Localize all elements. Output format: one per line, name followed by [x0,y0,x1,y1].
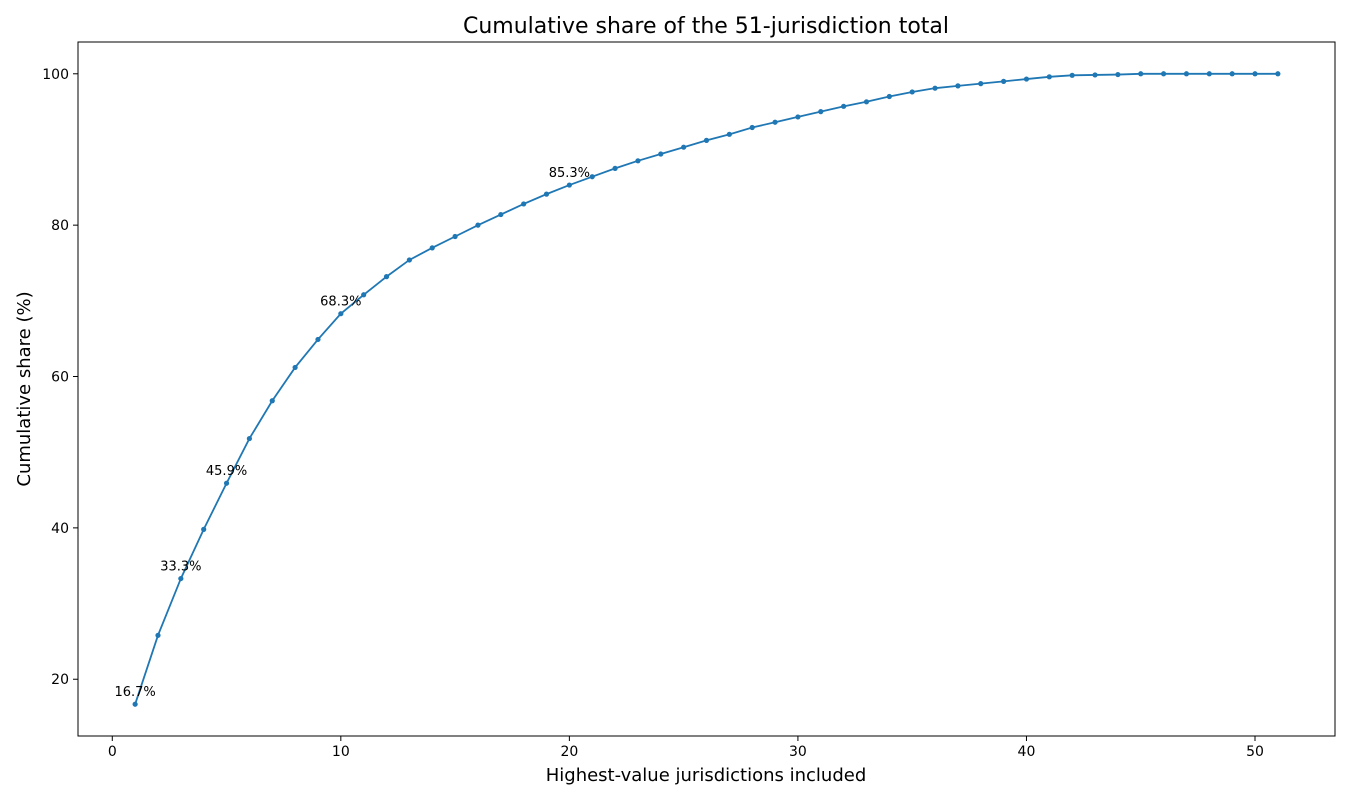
data-point [429,245,435,251]
data-point [932,85,938,91]
x-tick-label: 0 [108,744,117,760]
data-point [132,701,138,707]
data-point [406,257,412,263]
data-point [955,83,961,89]
plot-frame [77,41,1336,737]
data-point [1206,71,1212,77]
data-label: 16.7% [114,685,155,700]
data-point [475,222,481,228]
data-point [909,89,915,95]
data-point [361,292,367,298]
data-point [1115,71,1121,78]
data-point [818,109,824,115]
data-point [269,398,275,404]
y-tick-label: 100 [42,67,69,83]
x-tick-label: 40 [1018,744,1036,760]
data-point [155,632,161,638]
data-point [1252,71,1258,77]
data-point [1183,71,1190,77]
data-point [1023,76,1030,82]
y-tick-label: 60 [51,370,69,386]
data-label: 68.3% [320,295,361,310]
y-tick-label: 20 [51,672,69,688]
data-point [1092,72,1098,78]
data-point [292,364,298,371]
data-point [886,93,892,100]
data-point [452,233,458,240]
data-point [658,151,664,157]
data-label: 85.3% [549,166,590,181]
x-tick-label: 10 [332,744,350,760]
data-point [1069,72,1075,78]
data-point [543,191,550,197]
data-label: 45.9% [206,464,247,479]
data-point [1160,71,1167,77]
data-point [521,201,527,207]
data-point [795,114,801,120]
data-point [178,575,184,582]
data-point [498,211,504,218]
data-point [1138,71,1144,77]
data-point [841,103,847,109]
data-point [726,131,732,137]
data-point [772,119,778,125]
data-point [681,144,687,150]
x-tick-label: 50 [1246,744,1264,760]
data-point [246,435,253,442]
x-axis-label: Highest-value jurisdictions included [546,765,867,786]
data-point [315,336,321,343]
data-point [1001,78,1007,84]
data-point [383,274,390,280]
data-point [1046,74,1052,80]
data-point [635,158,641,164]
y-axis-label: Cumulative share (%) [14,291,35,486]
y-tick-label: 80 [51,218,69,234]
data-point [589,174,595,180]
plot-area: 0 10 20 30 40 50 20 40 60 80 100 16.7% 33.3% 45.9% 68.… [42,67,1281,760]
x-tick-label: 20 [560,744,578,760]
data-point [863,99,870,105]
chart-title: Cumulative share of the 51-jurisdiction … [463,14,949,39]
x-tick-label: 30 [789,744,807,760]
data-point [703,137,710,143]
data-point [612,165,618,171]
data-point [338,311,344,317]
data-label: 33.3% [160,560,201,575]
data-point [201,526,207,532]
data-point [978,81,984,87]
y-tick-label: 40 [51,521,69,537]
data-point [1229,71,1235,77]
data-point [223,480,230,486]
data-point [566,182,572,188]
data-point [749,124,755,131]
data-point [1275,71,1281,77]
